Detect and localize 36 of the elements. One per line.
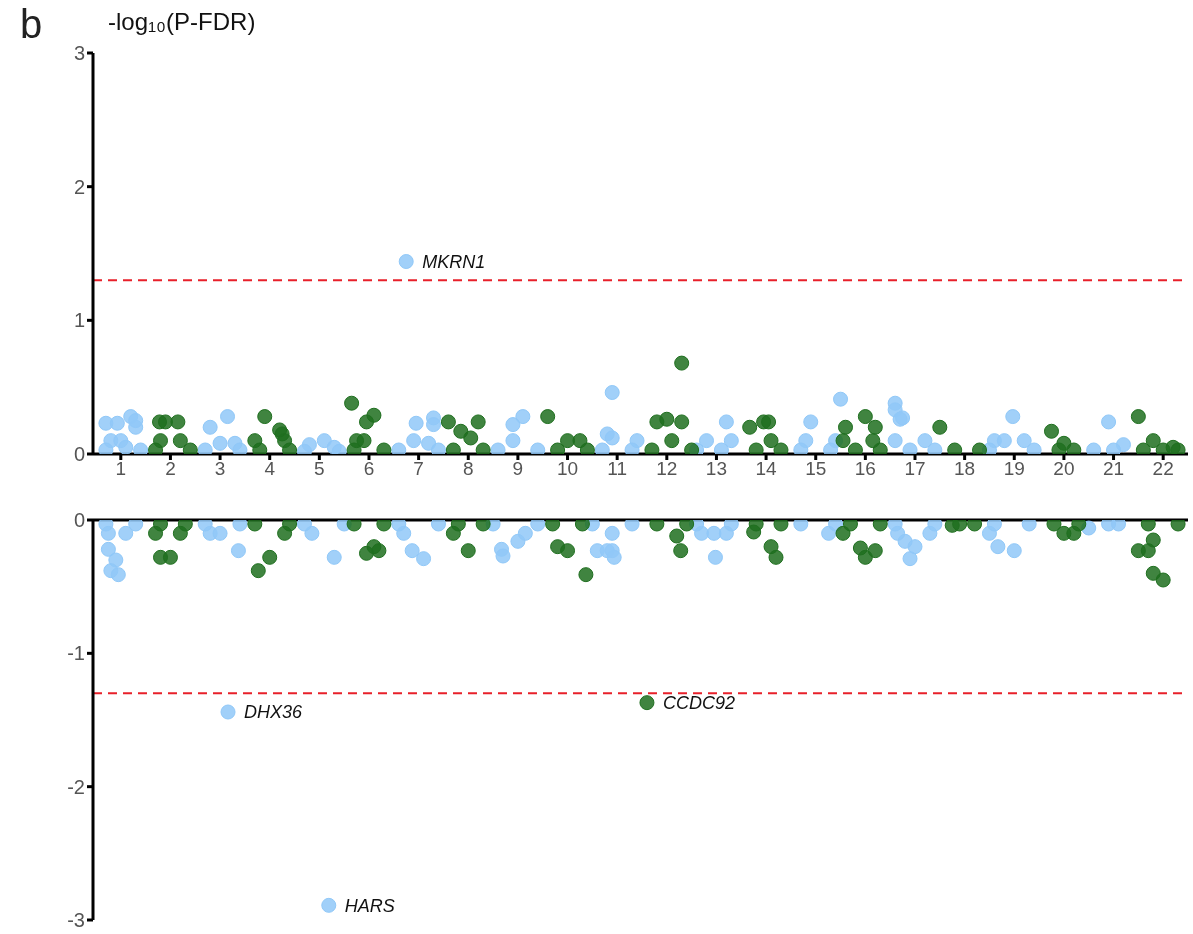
x-tick-label: 8 (462, 458, 474, 480)
x-tick-label: 17 (904, 458, 926, 480)
x-tick-label: 13 (705, 458, 728, 480)
chart-title: b (20, 2, 43, 47)
x-tick-label: 10 (556, 458, 579, 480)
x-tick-label: 18 (954, 458, 976, 480)
y-tick-label: 1 (73, 309, 85, 332)
x-tick-label: 14 (755, 458, 778, 480)
x-tick-label: 19 (1003, 458, 1025, 480)
x-tick-label: 6 (363, 458, 375, 480)
x-tick-label: 9 (512, 458, 524, 480)
annotation: HARS (344, 895, 395, 916)
x-tick-label: 5 (314, 458, 325, 480)
annotation: DHX36 (244, 702, 304, 723)
y-tick-label: 0 (73, 509, 85, 532)
x-tick-label: 11 (607, 458, 628, 480)
x-tick-label: 3 (214, 458, 226, 480)
x-tick-label: 20 (1053, 458, 1075, 480)
y-tick-label: 3 (73, 42, 85, 65)
x-tick-label: 16 (854, 458, 876, 480)
y-tick-label: -2 (67, 775, 85, 798)
x-tick-label: 1 (115, 458, 127, 480)
x-tick-label: 21 (1102, 458, 1125, 480)
y-tick-label: -1 (67, 642, 85, 665)
x-tick-label: 12 (656, 458, 678, 480)
x-tick-label: 15 (805, 458, 827, 480)
annotation: CCDC92 (662, 693, 735, 714)
y-tick-label: 0 (73, 443, 85, 466)
x-tick-label: 22 (1152, 458, 1174, 480)
annotation: MKRN1 (422, 251, 486, 272)
x-tick-label: 4 (264, 458, 276, 480)
y-axis-title: -log₁₀(P-FDR) (108, 8, 256, 36)
x-tick-label: 7 (413, 458, 424, 480)
y-tick-label: -3 (67, 909, 85, 932)
y-tick-label: 2 (73, 175, 85, 198)
x-tick-label: 2 (165, 458, 176, 480)
